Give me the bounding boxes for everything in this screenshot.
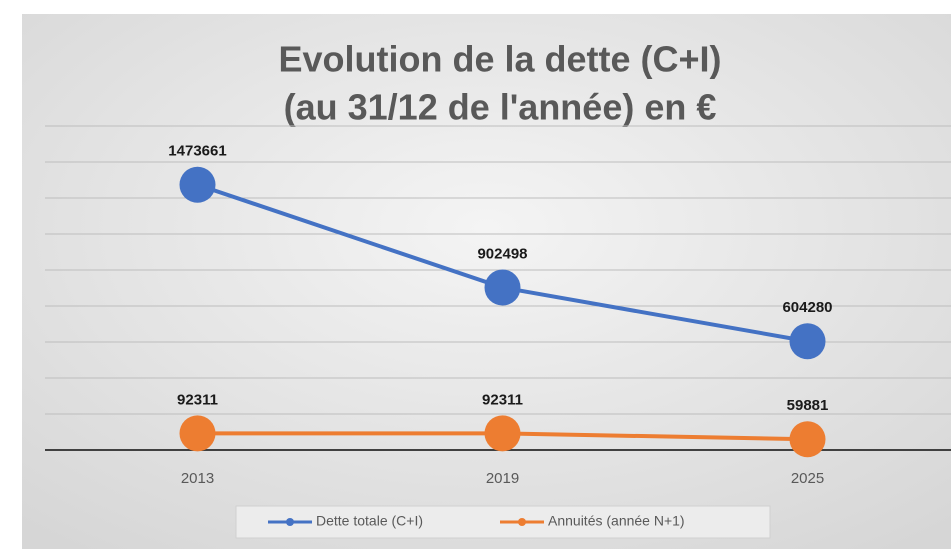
legend-marker [286, 518, 294, 526]
data-label: 92311 [482, 391, 523, 408]
legend-marker [518, 518, 526, 526]
data-label: 1473661 [168, 143, 226, 160]
data-point [484, 415, 521, 452]
chart-title: Evolution de la dette (C+I) [278, 39, 721, 80]
x-tick-label: 2019 [486, 470, 519, 487]
data-point [179, 415, 216, 452]
legend-label: Annuités (année N+1) [548, 513, 685, 529]
x-tick-label: 2013 [181, 470, 214, 487]
data-label: 902498 [477, 246, 527, 263]
data-label: 604280 [782, 299, 832, 316]
data-point [484, 269, 521, 306]
data-point [789, 421, 826, 458]
legend-label: Dette totale (C+I) [316, 513, 423, 529]
data-label: 92311 [177, 391, 218, 408]
legend [235, 505, 771, 539]
data-label: 59881 [787, 397, 829, 414]
chart-title: (au 31/12 de l'année) en € [284, 87, 717, 128]
data-point [179, 166, 216, 203]
data-point [789, 323, 826, 360]
x-tick-label: 2025 [791, 470, 824, 487]
